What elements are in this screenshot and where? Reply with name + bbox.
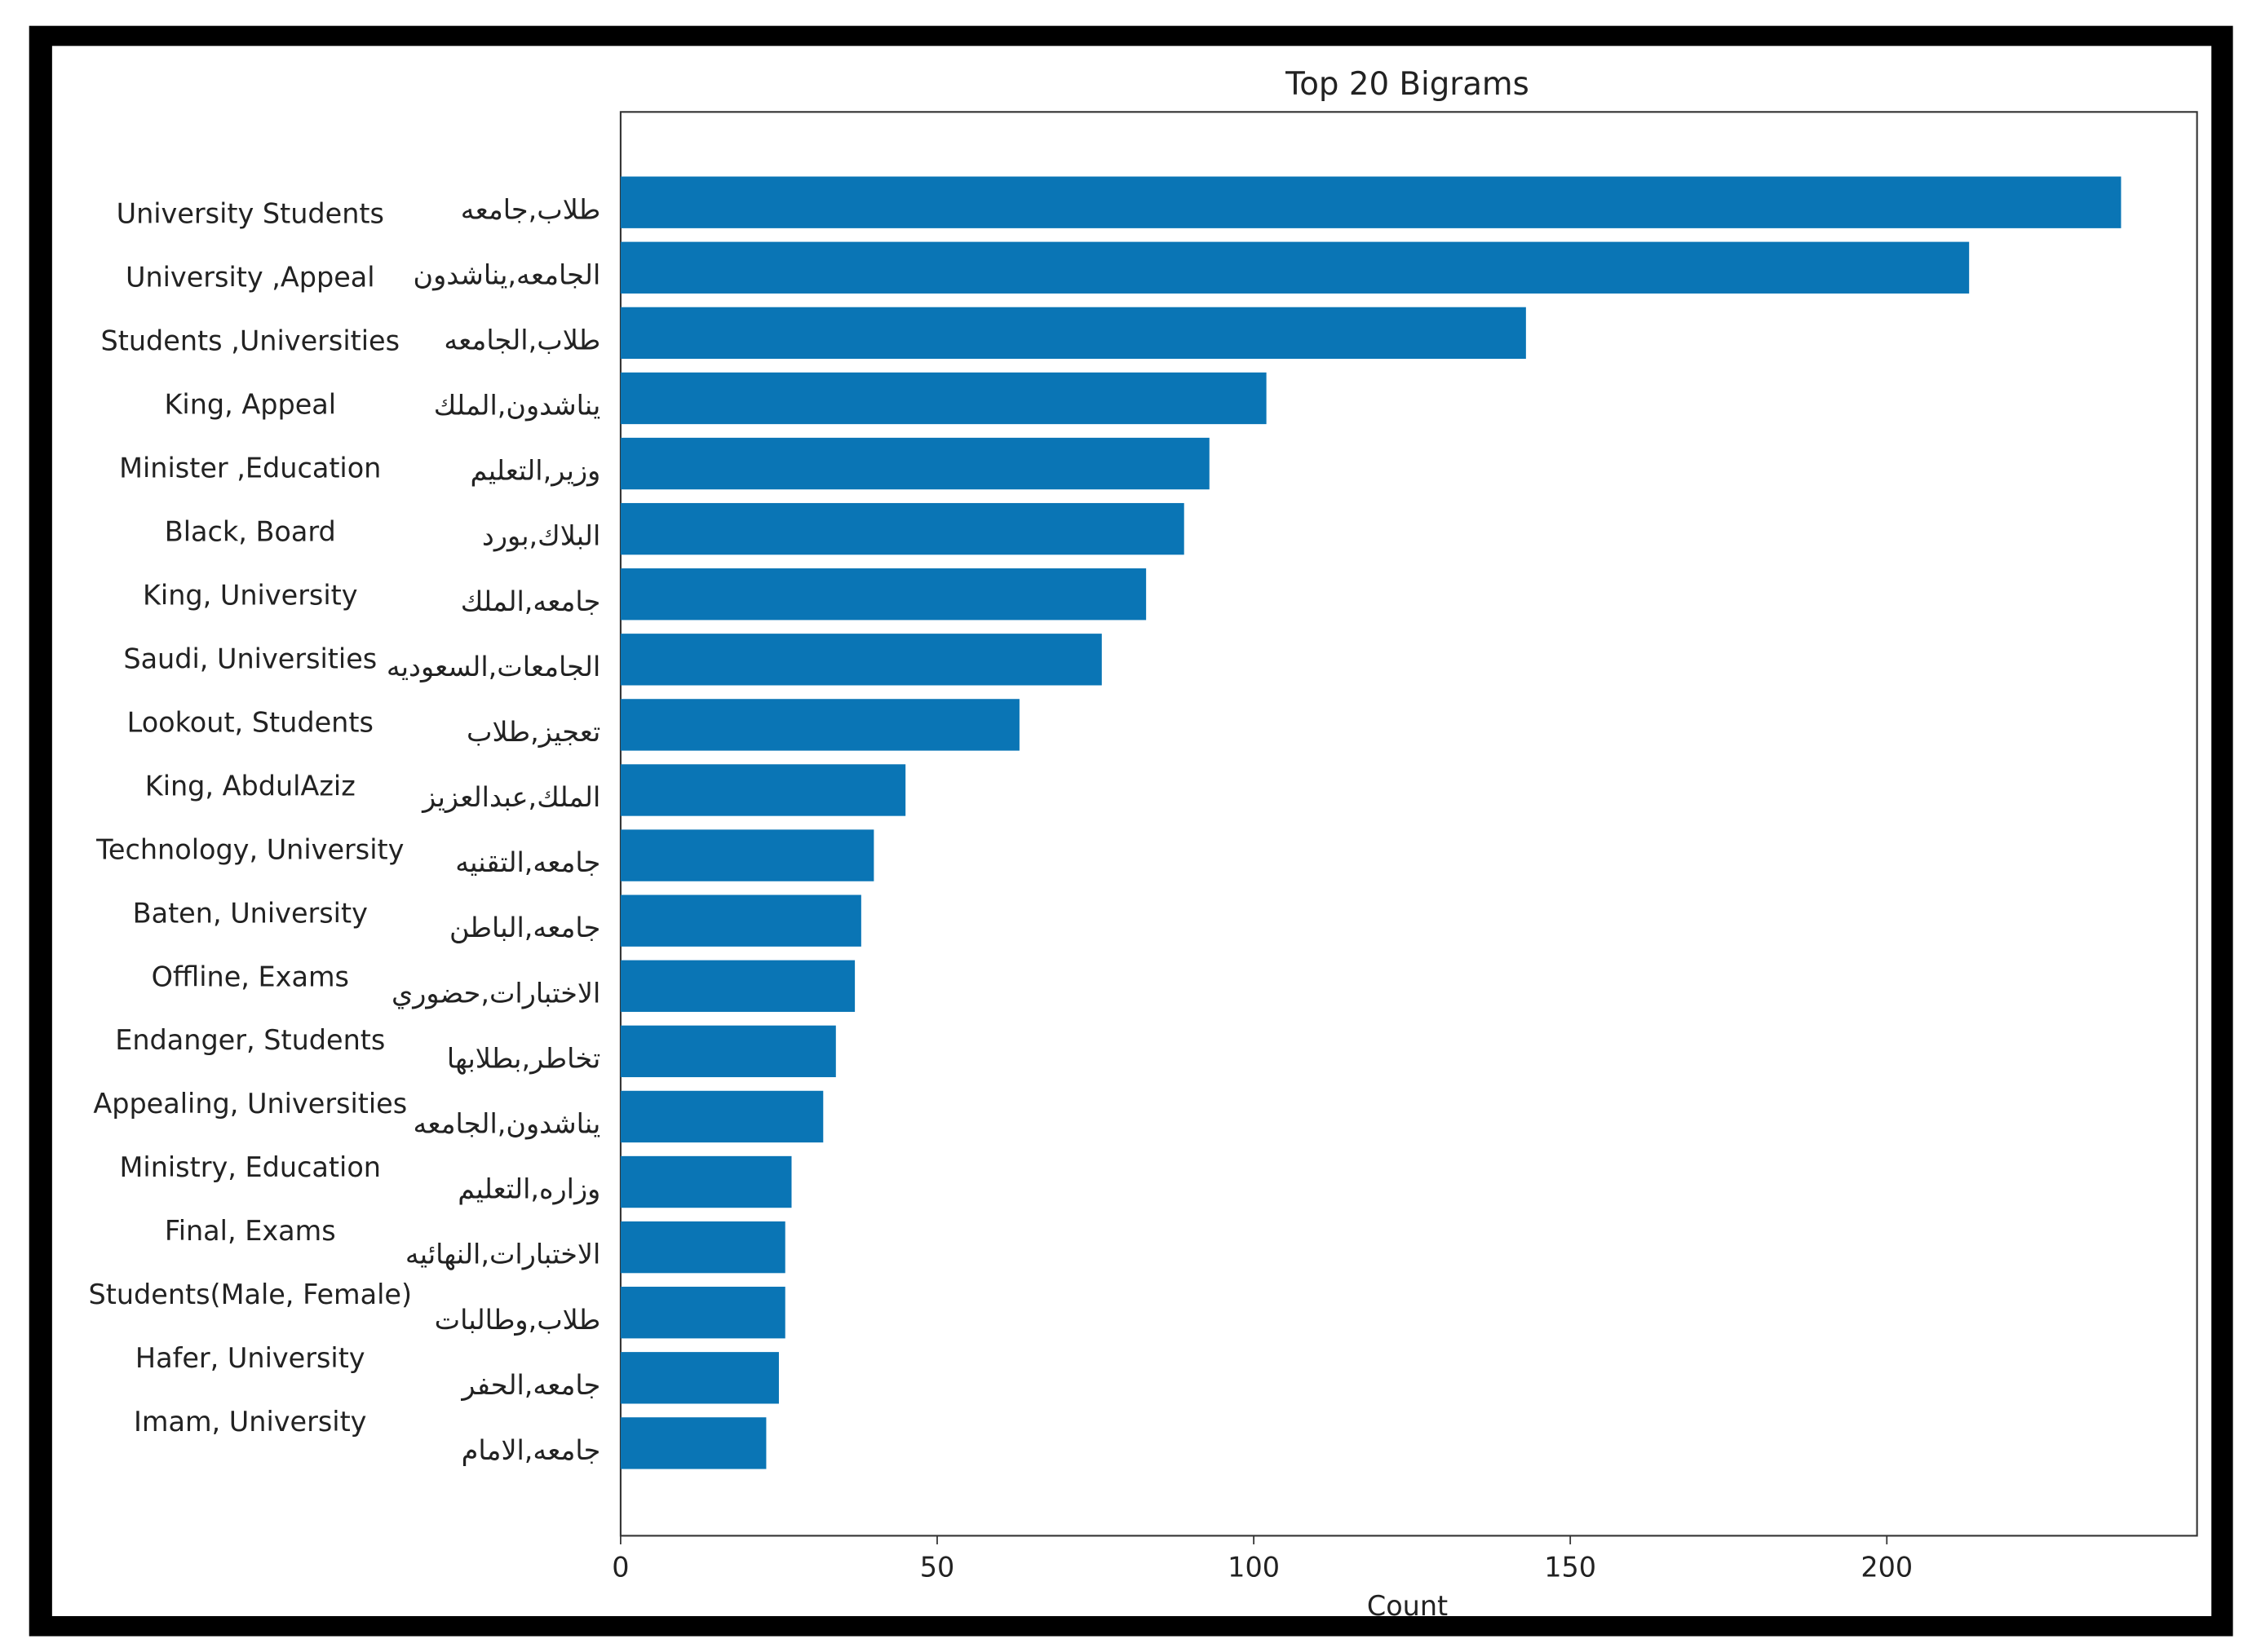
translation-label: Ministry, Education (120, 1151, 381, 1183)
y-tick-label: طلاب,وطالبات (435, 1304, 601, 1336)
translation-label: Saudi, Universities (123, 643, 377, 674)
bar (620, 1417, 767, 1469)
translation-label: University Students (117, 198, 384, 230)
y-tick-label: الملك,عبدالعزيز (421, 781, 600, 813)
bar (620, 1352, 779, 1404)
translation-label: Technology, University (95, 833, 404, 865)
plot-frame (619, 111, 2198, 1537)
y-tick-label: جامعه,الامام (462, 1434, 601, 1466)
bar (620, 502, 1184, 555)
x-tick-label: 200 (1860, 1551, 1913, 1583)
translation-label: Minister ,Education (119, 452, 381, 484)
bar (620, 699, 1020, 751)
y-tick-label: جامعه,الحفر (460, 1369, 600, 1401)
y-tick-label: جامعه,الباطن (449, 912, 600, 944)
y-tick-label: جامعه,الملك (461, 585, 601, 617)
y-tick-label: يناشدون,الجامعه (414, 1108, 601, 1140)
translation-label: Imam, University (134, 1406, 366, 1438)
bar (620, 1025, 836, 1078)
translation-label: Appealing, Universities (93, 1088, 407, 1120)
translation-label: Hafer, University (135, 1342, 365, 1374)
x-tick-label: 0 (612, 1551, 629, 1583)
translation-label: King, University (143, 579, 358, 611)
translation-label: Students ,Universities (101, 325, 400, 356)
translation-label: Offline, Exams (152, 961, 349, 992)
chart-title: Top 20 Bigrams (1285, 66, 1529, 103)
translation-label: Black, Board (165, 515, 336, 547)
bar (620, 634, 1102, 686)
bar (620, 1287, 785, 1339)
y-tick-label: الجامعات,السعوديه (387, 651, 600, 682)
translation-label: Students(Male, Female) (89, 1279, 413, 1310)
y-tick-label: البلاك,بورد (482, 520, 600, 552)
y-tick-label: وزاره,التعليم (458, 1173, 600, 1205)
bar (620, 568, 1147, 621)
x-tick-label: 150 (1544, 1551, 1596, 1583)
bar (620, 960, 856, 1012)
translation-label: Lookout, Students (127, 706, 374, 738)
translation-label: University ,Appeal (126, 262, 375, 294)
bar (620, 1090, 824, 1143)
y-tick-label: وزير,التعليم (470, 455, 600, 487)
y-tick-label: الجامعه,يناشدون (414, 258, 601, 290)
y-tick-label: طلاب,الجامعه (444, 324, 600, 356)
bar (620, 1155, 792, 1208)
bar (620, 437, 1210, 490)
y-tick-label: تخاطر,بطلابها (447, 1042, 600, 1074)
y-tick-label: الاختبارات,حضوري (392, 977, 600, 1009)
y-tick-label: الاختبارات,النهائيه (405, 1239, 600, 1270)
y-tick-label: تعجيز,طلاب (467, 716, 600, 748)
bar (620, 764, 906, 816)
bar (620, 372, 1267, 425)
y-tick-label: يناشدون,الملك (434, 390, 601, 422)
translation-label: King, AbdulAziz (145, 770, 356, 802)
x-axis-label: Count (1367, 1590, 1448, 1622)
bar (620, 241, 1970, 294)
translation-label: King, Appeal (164, 388, 336, 420)
bar (620, 307, 1526, 360)
translation-label: Endanger, Students (115, 1024, 385, 1056)
x-tick-label: 100 (1228, 1551, 1280, 1583)
translation-label: Final, Exams (165, 1215, 336, 1247)
bar (620, 176, 2121, 228)
y-tick-label: جامعه,التقنيه (455, 846, 600, 878)
translation-label: Baten, University (133, 897, 368, 929)
bar (620, 894, 861, 947)
bar (620, 1221, 785, 1274)
bar (620, 829, 874, 881)
y-tick-label: طلاب,جامعه (461, 193, 601, 225)
x-tick-label: 50 (920, 1551, 955, 1583)
